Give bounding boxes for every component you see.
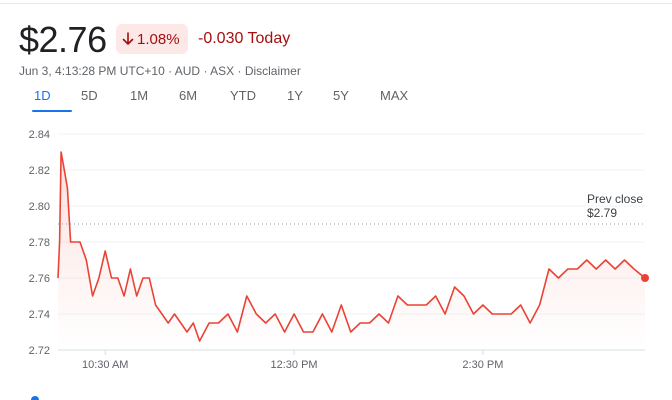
price-chart[interactable]: 2.84 2.82 2.80 2.78 2.76 2.74 2.72 10:30 AM 12:… (0, 118, 672, 378)
timestamp: Jun 3, 4:13:28 PM UTC+10 (19, 64, 165, 78)
price-series-line (57, 151, 646, 342)
tab-ytd[interactable]: YTD (230, 88, 256, 103)
y-tick-label: 2.80 (29, 201, 50, 213)
y-axis-ticks: 2.84 2.82 2.80 2.78 2.76 2.74 2.72 (29, 129, 50, 357)
change-percent-value: 1.08% (137, 30, 180, 48)
tab-1y[interactable]: 1Y (287, 88, 303, 103)
exchange: ASX (210, 64, 235, 78)
tab-5d[interactable]: 5D (81, 88, 98, 103)
top-divider (0, 3, 672, 4)
tab-max[interactable]: MAX (380, 88, 409, 103)
price-area-fill (58, 152, 645, 350)
meta-separator: · (234, 64, 245, 78)
change-value: -0.030 Today (198, 30, 291, 47)
disclaimer-link[interactable]: Disclaimer (244, 64, 301, 78)
y-tick-label: 2.78 (29, 237, 50, 249)
y-tick-label: 2.72 (29, 345, 50, 357)
tab-1m[interactable]: 1M (130, 88, 149, 103)
meta-separator: · (200, 64, 211, 78)
prev-close-marker: Prev close $2.79 (58, 192, 645, 225)
arrow-down-icon (122, 32, 134, 45)
change-percent-badge: 1.08% (116, 24, 188, 54)
meta-separator: · (164, 64, 175, 78)
active-tab-indicator (32, 110, 72, 112)
y-tick-label: 2.74 (29, 309, 50, 321)
current-price: $2.76 (19, 19, 107, 60)
quote-meta: Jun 3, 4:13:28 PM UTC+10 · AUD · ASX · D… (19, 63, 301, 79)
x-axis-ticks: 10:30 AM 12:30 PM 2:30 PM (82, 350, 503, 371)
tab-5y[interactable]: 5Y (333, 88, 349, 103)
x-tick-label: 2:30 PM (462, 359, 503, 371)
legend-dot (31, 396, 39, 400)
prev-close-label: Prev close (587, 192, 643, 206)
tab-1d[interactable]: 1D (34, 88, 51, 103)
last-price-marker[interactable] (641, 274, 649, 282)
x-tick-label: 10:30 AM (82, 359, 128, 371)
y-tick-label: 2.76 (29, 273, 50, 285)
x-tick-label: 12:30 PM (271, 359, 318, 371)
tab-6m[interactable]: 6M (179, 88, 198, 103)
prev-close-value: $2.79 (587, 206, 617, 220)
y-tick-label: 2.84 (29, 129, 50, 141)
currency: AUD (174, 64, 201, 78)
y-tick-label: 2.82 (29, 165, 50, 177)
